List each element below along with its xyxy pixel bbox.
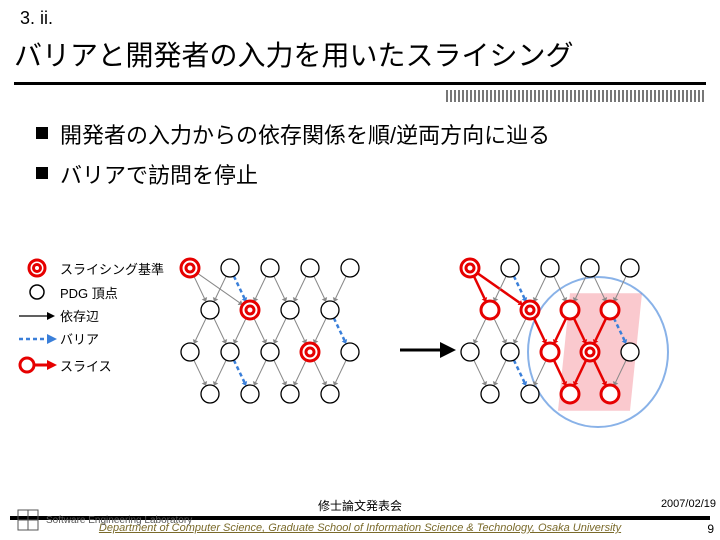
section-number: 3. ii. (20, 8, 53, 29)
bullet-text: 開発者の入力からの依存関係を順/逆両方向に辿る (60, 118, 550, 150)
bullet-icon (36, 167, 48, 179)
page-number: 9 (707, 522, 714, 536)
bullet-item: バリアで訪問を停止 (36, 158, 550, 190)
logo-icon (14, 506, 42, 534)
bullet-list: 開発者の入力からの依存関係を順/逆両方向に辿る バリアで訪問を停止 (36, 118, 550, 198)
bullet-text: バリアで訪問を停止 (60, 158, 258, 190)
bullet-item: 開発者の入力からの依存関係を順/逆両方向に辿る (36, 118, 550, 150)
logo-text: Software Engineering Laboratory (46, 515, 192, 526)
page-title: バリアと開発者の入力を用いたスライシング (14, 34, 573, 74)
lab-logo: Software Engineering Laboratory (14, 506, 192, 534)
slicing-diagram (0, 250, 720, 470)
footer-date: 2007/02/19 (661, 498, 716, 510)
bullet-icon (36, 127, 48, 139)
title-hatch (446, 90, 706, 102)
title-rule (14, 82, 706, 85)
